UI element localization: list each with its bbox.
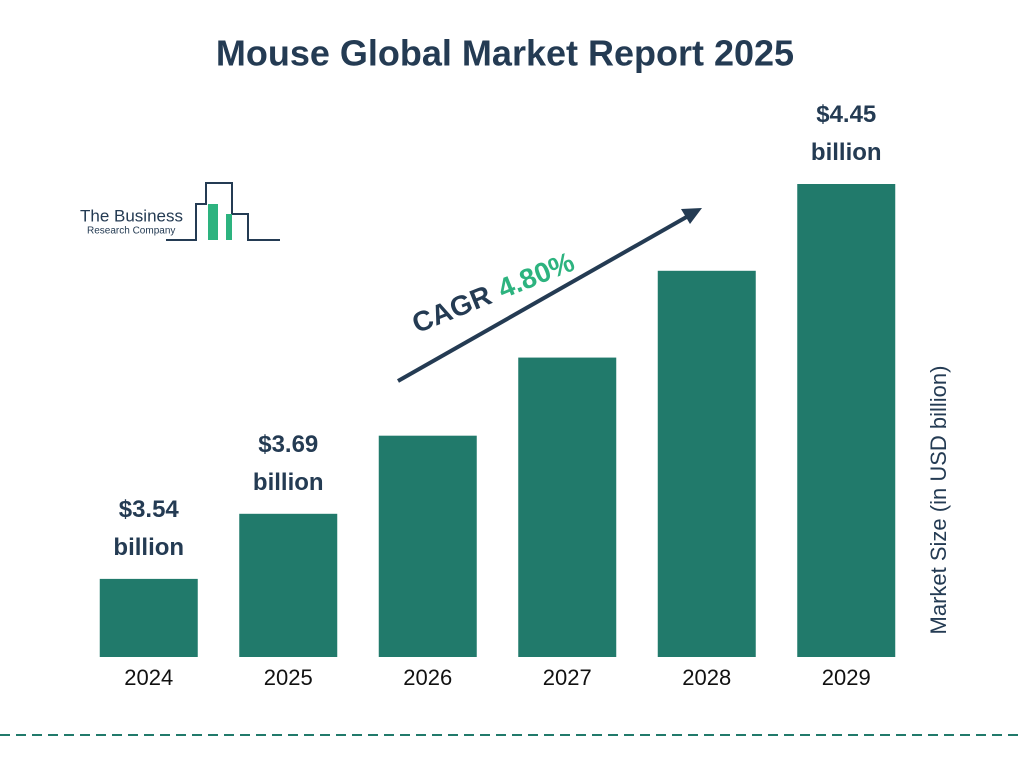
- value-label: $4.45 billion: [810, 101, 882, 166]
- bar: [239, 513, 338, 657]
- value-label: $3.54 billion: [113, 495, 185, 561]
- cagr-value: 4.80%: [493, 246, 578, 305]
- logo: The Business Research Company: [80, 182, 280, 241]
- arrow-head: [681, 208, 702, 224]
- x-tick-label: 2027: [543, 665, 592, 690]
- cagr-arrow: [397, 213, 691, 383]
- logo-subtext: Research Company: [87, 226, 175, 237]
- x-tick-label: 2026: [403, 665, 452, 690]
- y-axis-label: Market Size (in USD billion): [926, 366, 951, 635]
- cagr-label: CAGR: [408, 279, 496, 339]
- bar: [797, 184, 896, 657]
- x-tick-label: 2028: [682, 665, 731, 690]
- x-tick-label: 2029: [822, 665, 871, 690]
- bar: [99, 578, 198, 657]
- value-label: $3.69 billion: [252, 430, 324, 496]
- bar: [518, 357, 617, 657]
- bar: [657, 270, 756, 657]
- chart-title: Mouse Global Market Report 2025: [216, 33, 794, 74]
- x-tick-label: 2024: [124, 665, 173, 690]
- logo-text: The Business: [80, 206, 183, 225]
- bar: [378, 435, 477, 657]
- x-tick-label: 2025: [264, 665, 313, 690]
